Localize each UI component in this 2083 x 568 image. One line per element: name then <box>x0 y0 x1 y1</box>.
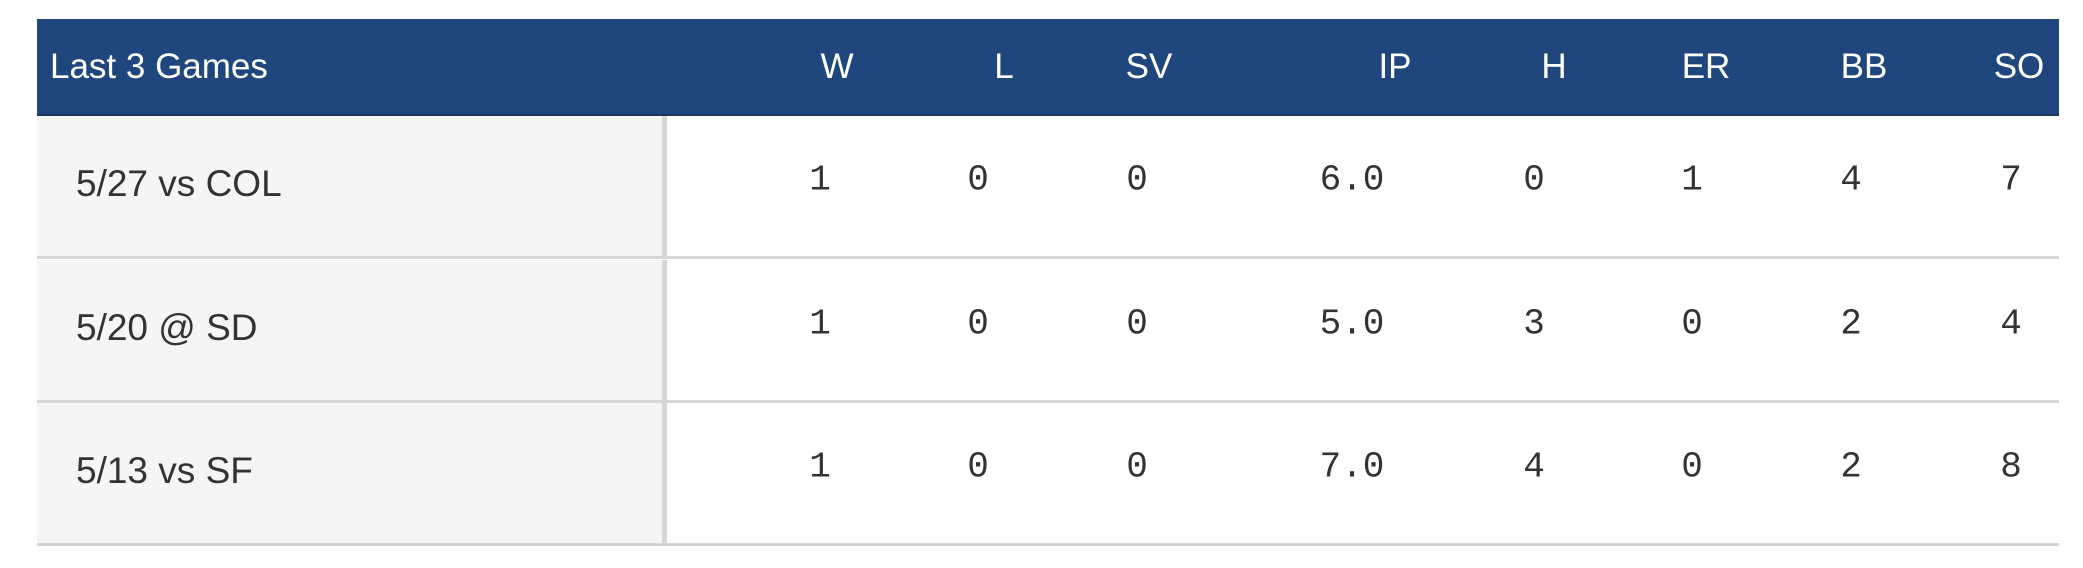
stat-cell: 0 <box>967 446 989 488</box>
stat-cell: 4 <box>1840 159 1862 201</box>
column-header: ER <box>1681 47 1731 86</box>
game-label: 5/20 @ SD <box>76 306 258 348</box>
stat-cell: 7.0 <box>1319 446 1385 488</box>
stat-cell: 1 <box>1681 159 1703 201</box>
stat-cell: 8 <box>2000 446 2022 488</box>
stat-cell: 0 <box>1681 303 1703 344</box>
stat-cell: 1 <box>809 303 831 344</box>
table-header: Last 3 Games W L SV IP H ER BB SO <box>37 19 2059 116</box>
table-row: 5/27 vs COL 1 0 0 6.0 0 1 4 7 <box>37 116 2059 259</box>
table-row: 5/13 vs SF 1 0 0 7.0 4 0 2 8 <box>37 403 2059 546</box>
stat-cell: 4 <box>1523 446 1545 488</box>
game-label: 5/27 vs COL <box>76 163 282 204</box>
stat-cell: 6.0 <box>1319 159 1385 201</box>
game-label: 5/13 vs SF <box>76 450 253 491</box>
header-title: Last 3 Games <box>50 47 268 86</box>
stat-cell: 4 <box>2000 303 2022 344</box>
column-header: L <box>994 47 1014 86</box>
stat-cell: 0 <box>967 159 989 201</box>
stat-cell: 7 <box>2000 159 2022 201</box>
column-header: H <box>1541 47 1567 86</box>
stat-cell: 1 <box>809 446 831 488</box>
stat-cell: 0 <box>1126 303 1148 344</box>
stat-cell: 2 <box>1840 446 1862 488</box>
stat-cell: 1 <box>809 159 831 201</box>
column-header: SO <box>1993 47 2045 86</box>
stat-cell: 0 <box>1126 446 1148 488</box>
stat-cell: 0 <box>1523 159 1545 201</box>
column-header: IP <box>1378 47 1412 86</box>
label-cell <box>37 403 667 543</box>
label-cell <box>37 116 667 256</box>
table-row: 5/20 @ SD 1 0 0 5.0 3 0 2 4 <box>37 259 2059 403</box>
stat-cell: 0 <box>1681 446 1703 488</box>
stat-cell: 0 <box>1126 159 1148 201</box>
stat-cell: 2 <box>1840 303 1862 344</box>
column-header: W <box>820 47 854 86</box>
column-header: BB <box>1840 47 1888 86</box>
column-header: SV <box>1125 47 1173 86</box>
stat-cell: 5.0 <box>1319 303 1385 344</box>
stat-cell: 0 <box>967 303 989 344</box>
label-cell <box>37 259 667 400</box>
stat-cell: 3 <box>1523 303 1545 344</box>
